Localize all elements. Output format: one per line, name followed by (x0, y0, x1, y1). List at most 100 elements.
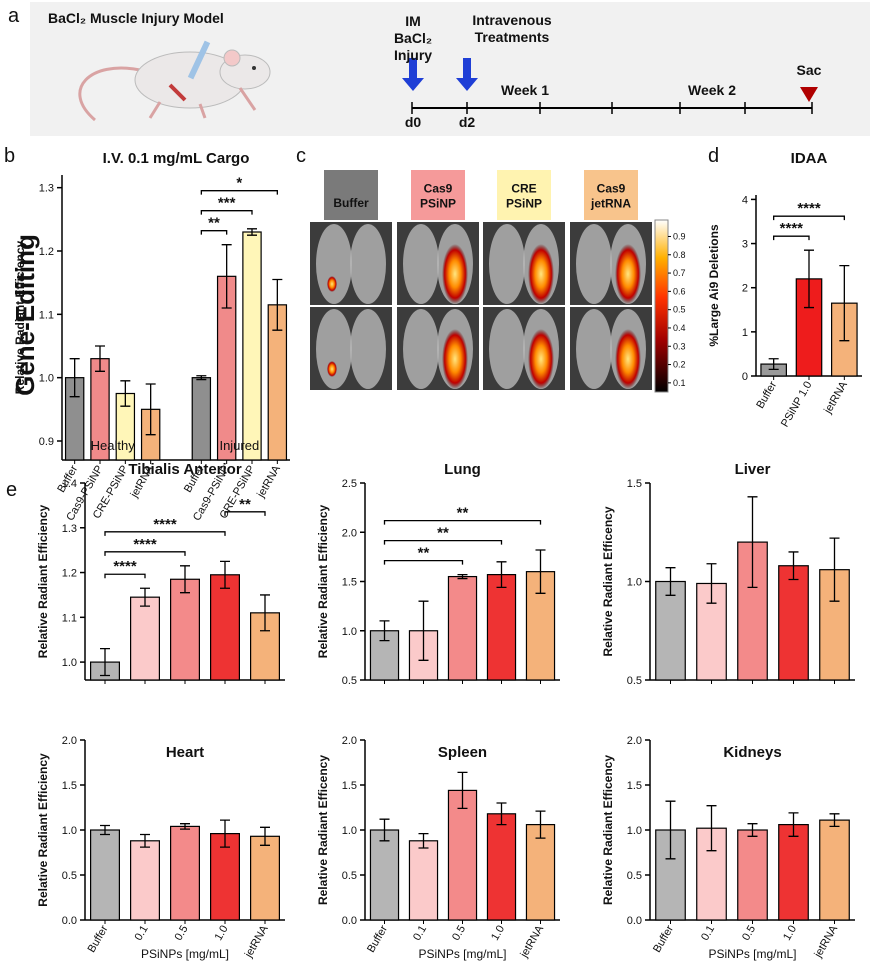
significance-bracket (383, 519, 542, 525)
x-axis-label: PSiNPs [mg/mL] (418, 947, 506, 961)
error-bar (535, 549, 546, 594)
image-signal (528, 244, 554, 304)
bar (130, 840, 161, 921)
y-tick-label: 1.5 (342, 780, 357, 792)
image-signal (327, 276, 337, 292)
bar (210, 574, 241, 681)
week-label: Week 2 (688, 82, 736, 98)
error-bar (788, 551, 799, 581)
error-bar (418, 600, 429, 661)
injury-arrow (402, 58, 424, 91)
error-bar (788, 812, 799, 837)
y-tick-label: 4 (742, 194, 748, 206)
significance-label: **** (133, 536, 157, 553)
image-leg (576, 309, 612, 389)
image-leg (403, 309, 439, 389)
week-label: Week 1 (501, 82, 549, 98)
bar (447, 789, 478, 921)
y-tick-label: 0.5 (62, 870, 77, 882)
x-tick-label: Buffer (86, 923, 111, 955)
y-axis-label: Relative Radiant Efficiency (13, 240, 27, 394)
group-label: Injured (219, 438, 259, 453)
treatment-arrow (456, 58, 478, 91)
x-tick-label: jetRNA (255, 463, 284, 501)
panel-letter: e (6, 479, 17, 501)
y-tick-label: 1.1 (62, 612, 77, 624)
bar (447, 575, 478, 681)
error-bar (665, 800, 676, 860)
y-tick-label: 1.5 (627, 780, 642, 792)
significance-bracket (200, 230, 228, 235)
y-tick-label: 1.5 (627, 478, 642, 490)
image-signal (442, 329, 468, 389)
error-bar (220, 560, 230, 589)
timeline-ticks (411, 102, 813, 114)
y-tick-label: 1.1 (39, 309, 54, 321)
x-tick-label: 0.5 (740, 924, 758, 943)
sac-marker (800, 87, 818, 102)
y-tick-label: 2.0 (627, 735, 642, 747)
image-signal (615, 329, 641, 389)
y-axis-label: Relative Radiant Efficiency (316, 504, 330, 658)
bar (170, 825, 201, 921)
imaging-panel: BufferCas9PSiNPCREPSiNPCas9jetRNA0.10.20… (310, 170, 686, 393)
bar (655, 580, 686, 681)
panel-letter: a (8, 5, 20, 27)
chart-title: Lung (444, 461, 481, 478)
treatment-label: Intravenous (472, 12, 552, 28)
bar (408, 840, 439, 921)
y-axis-label: Relative Radiant Efficiency (36, 753, 50, 907)
y-axis-label: %Large Ai9 Deletions (707, 224, 721, 347)
error-bar (768, 358, 779, 371)
x-axis-label: PSiNPs [mg/mL] (141, 947, 229, 961)
y-tick-label: 1.0 (62, 657, 77, 669)
bar (210, 832, 241, 921)
error-bar (665, 567, 676, 596)
column-label: Buffer (333, 196, 369, 210)
colorbar (654, 219, 669, 393)
image-leg (489, 224, 525, 304)
error-bar (100, 824, 110, 836)
error-bar (100, 648, 110, 677)
colorbar-tick-label: 0.8 (673, 250, 686, 260)
mouse-illustration (78, 40, 271, 122)
significance-label: **** (113, 558, 137, 575)
column-header (497, 170, 551, 220)
chart-title: Heart (166, 744, 204, 761)
significance-bracket (773, 235, 810, 241)
y-tick-label: 1.2 (39, 246, 54, 258)
significance-label: **** (153, 516, 177, 533)
x-tick-label: PSiNP 1.0 (779, 380, 815, 430)
column-label: CRE (511, 182, 536, 196)
treatment-label: Treatments (475, 29, 550, 45)
y-tick-label: 1.2 (62, 568, 77, 580)
bar (525, 823, 556, 921)
error-bar (379, 620, 390, 642)
chart-title: Spleen (438, 744, 487, 761)
x-axis-label: PSiNPs [mg/mL] (708, 947, 796, 961)
bar (369, 829, 400, 921)
bar (819, 819, 850, 921)
error-bar (196, 375, 207, 381)
error-bar (69, 358, 80, 398)
x-tick-label: Buffer (754, 379, 779, 411)
x-tick-label: 1.0 (213, 924, 231, 943)
bar (89, 829, 120, 921)
x-tick-label: Buffer (651, 923, 676, 955)
error-bar (140, 587, 150, 607)
y-tick-label: 1.0 (62, 825, 77, 837)
error-bar (140, 833, 150, 848)
y-tick-label: 1.0 (342, 825, 357, 837)
error-bar (706, 805, 717, 852)
y-tick-label: 1 (742, 327, 748, 339)
significance-label: ** (208, 215, 220, 232)
significance-label: ** (457, 505, 469, 522)
significance-label: ** (437, 525, 449, 542)
error-bar (829, 813, 840, 828)
error-bar (145, 383, 156, 436)
y-axis-label: Relative Radiant Efficiency (36, 504, 50, 658)
y-tick-label: 1.5 (62, 780, 77, 792)
error-bar (706, 563, 717, 604)
significance-bracket (200, 210, 253, 215)
injury-label: Injury (394, 47, 432, 63)
